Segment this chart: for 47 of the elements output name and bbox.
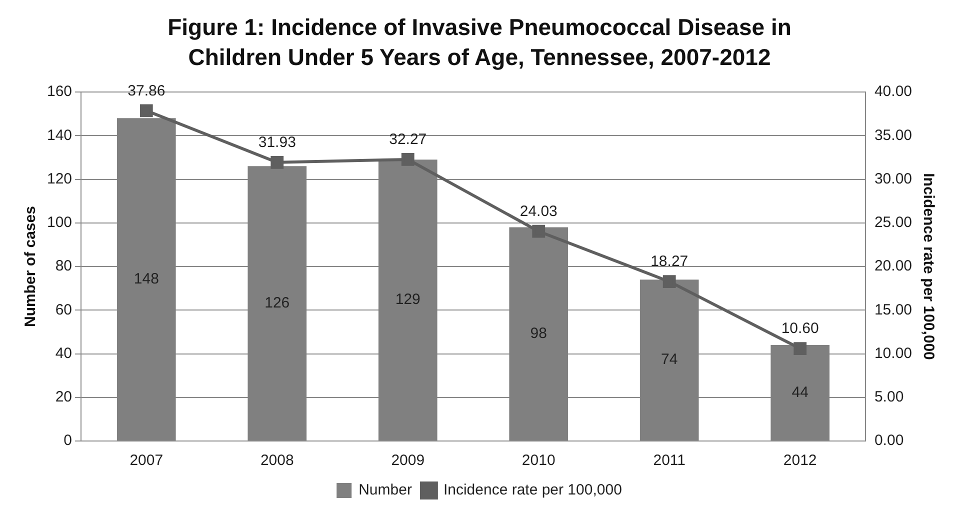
y2-tick-label: 5.00 <box>874 388 904 406</box>
x-tick-label: 2007 <box>130 452 164 470</box>
y-tick-label: 60 <box>55 301 72 318</box>
point <box>532 224 546 238</box>
data-label: 98 <box>530 325 547 342</box>
data-label: 44 <box>792 384 808 401</box>
point <box>794 342 807 355</box>
x-tick-label: 2012 <box>783 452 817 470</box>
point <box>401 152 414 166</box>
data-label: 32.27 <box>389 131 427 148</box>
data-label: 148 <box>134 270 159 288</box>
data-label: 37.86 <box>128 82 166 100</box>
y2-tick-label: 20.00 <box>874 258 912 275</box>
data-label: 126 <box>264 294 290 312</box>
x-tick-label: 2009 <box>391 452 425 470</box>
point <box>270 156 284 169</box>
y-tick-label: 80 <box>55 258 72 275</box>
x-tick-label: 2010 <box>522 452 556 470</box>
data-label: 18.27 <box>650 253 688 270</box>
x-tick-label: 2011 <box>653 452 686 470</box>
data-label: 24.03 <box>520 202 558 220</box>
y2-tick-label: 35.00 <box>874 126 912 144</box>
y-tick-label: 0 <box>64 432 72 450</box>
data-label: 31.93 <box>258 134 296 152</box>
y-tick-label: 20 <box>55 388 72 406</box>
point <box>662 275 676 288</box>
data-label: 74 <box>661 351 678 368</box>
y2-tick-label: 15.00 <box>874 301 912 318</box>
y-tick-label: 100 <box>46 214 72 232</box>
chart-title: Figure 1: Incidence of Invasive Pneumococcal Disease in Children Under 5 Years of Age, Tennessee, 2007-2012 <box>166 13 792 72</box>
y2-axis-title: Incidence rate per 100,000 <box>920 173 937 360</box>
y2-tick-label: 25.00 <box>874 214 912 232</box>
legend-label: Incidence rate per 100,000 <box>443 482 622 499</box>
y2-tick-label: 40.00 <box>874 83 912 100</box>
point <box>140 104 153 118</box>
legend-label: Number <box>358 482 412 499</box>
y2-tick-label: 0.00 <box>874 432 904 450</box>
data-label: 129 <box>395 291 420 308</box>
y2-tick-label: 10.00 <box>874 344 912 362</box>
y-axis-title: Number of cases <box>22 206 40 327</box>
y-tick-label: 160 <box>46 83 72 100</box>
y2-tick-label: 30.00 <box>874 170 912 188</box>
y-tick-label: 40 <box>55 344 72 362</box>
x-tick-label: 2008 <box>260 452 294 470</box>
data-label: 10.60 <box>781 320 819 338</box>
y-tick-label: 120 <box>46 170 72 188</box>
y-tick-label: 140 <box>46 126 72 144</box>
